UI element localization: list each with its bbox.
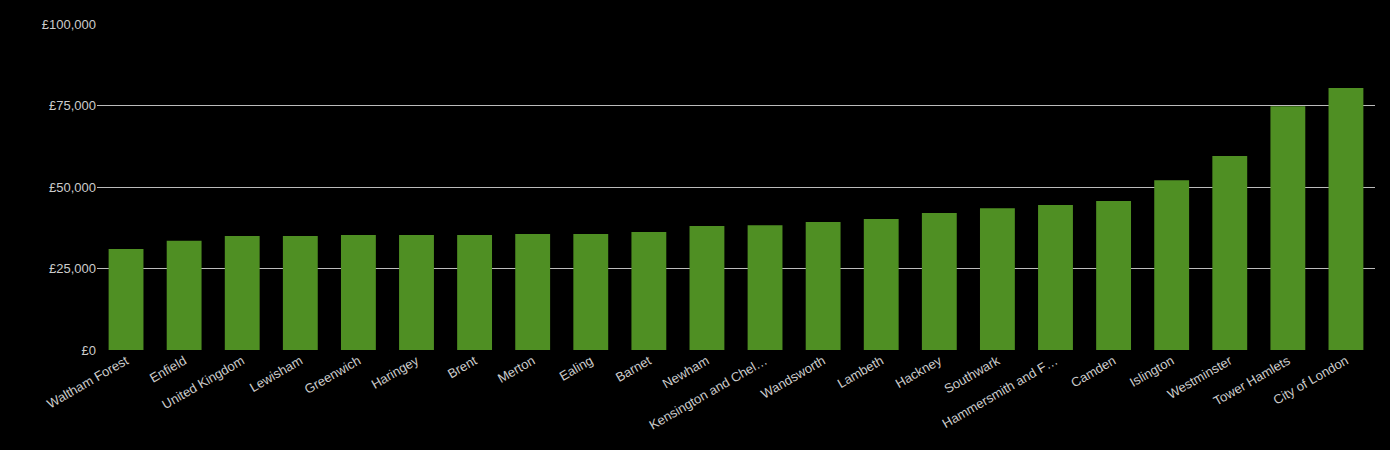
- svg-text:City of London: City of London: [1271, 353, 1351, 408]
- svg-text:Tower Hamlets: Tower Hamlets: [1211, 352, 1293, 408]
- svg-text:Lambeth: Lambeth: [835, 353, 886, 391]
- svg-text:Enfield: Enfield: [147, 353, 189, 386]
- svg-text:£25,000: £25,000: [49, 261, 96, 276]
- svg-text:Brent: Brent: [445, 353, 480, 382]
- svg-text:Hammersmith and F…: Hammersmith and F…: [940, 353, 1061, 431]
- svg-text:Newham: Newham: [660, 353, 712, 392]
- svg-text:Kensington and Chel…: Kensington and Chel…: [647, 353, 770, 433]
- svg-text:Waltham Forest: Waltham Forest: [44, 353, 131, 412]
- svg-text:Wandsworth: Wandsworth: [758, 353, 828, 402]
- svg-text:Ealing: Ealing: [557, 353, 596, 384]
- svg-text:Merton: Merton: [495, 353, 538, 386]
- svg-text:Southwark: Southwark: [941, 352, 1002, 396]
- svg-text:Lewisham: Lewisham: [247, 353, 305, 395]
- svg-text:United Kingdom: United Kingdom: [159, 353, 247, 412]
- svg-text:Camden: Camden: [1068, 353, 1118, 391]
- svg-text:Westminster: Westminster: [1165, 352, 1235, 401]
- svg-text:£100,000: £100,000: [42, 17, 96, 32]
- svg-text:Haringey: Haringey: [369, 352, 422, 391]
- svg-text:£50,000: £50,000: [49, 180, 96, 195]
- svg-text:£0: £0: [82, 343, 96, 358]
- svg-text:Barnet: Barnet: [613, 353, 654, 385]
- svg-text:Greenwich: Greenwich: [302, 353, 363, 397]
- svg-text:£75,000: £75,000: [49, 98, 96, 113]
- svg-text:Hackney: Hackney: [893, 352, 945, 391]
- svg-text:Islington: Islington: [1127, 353, 1176, 390]
